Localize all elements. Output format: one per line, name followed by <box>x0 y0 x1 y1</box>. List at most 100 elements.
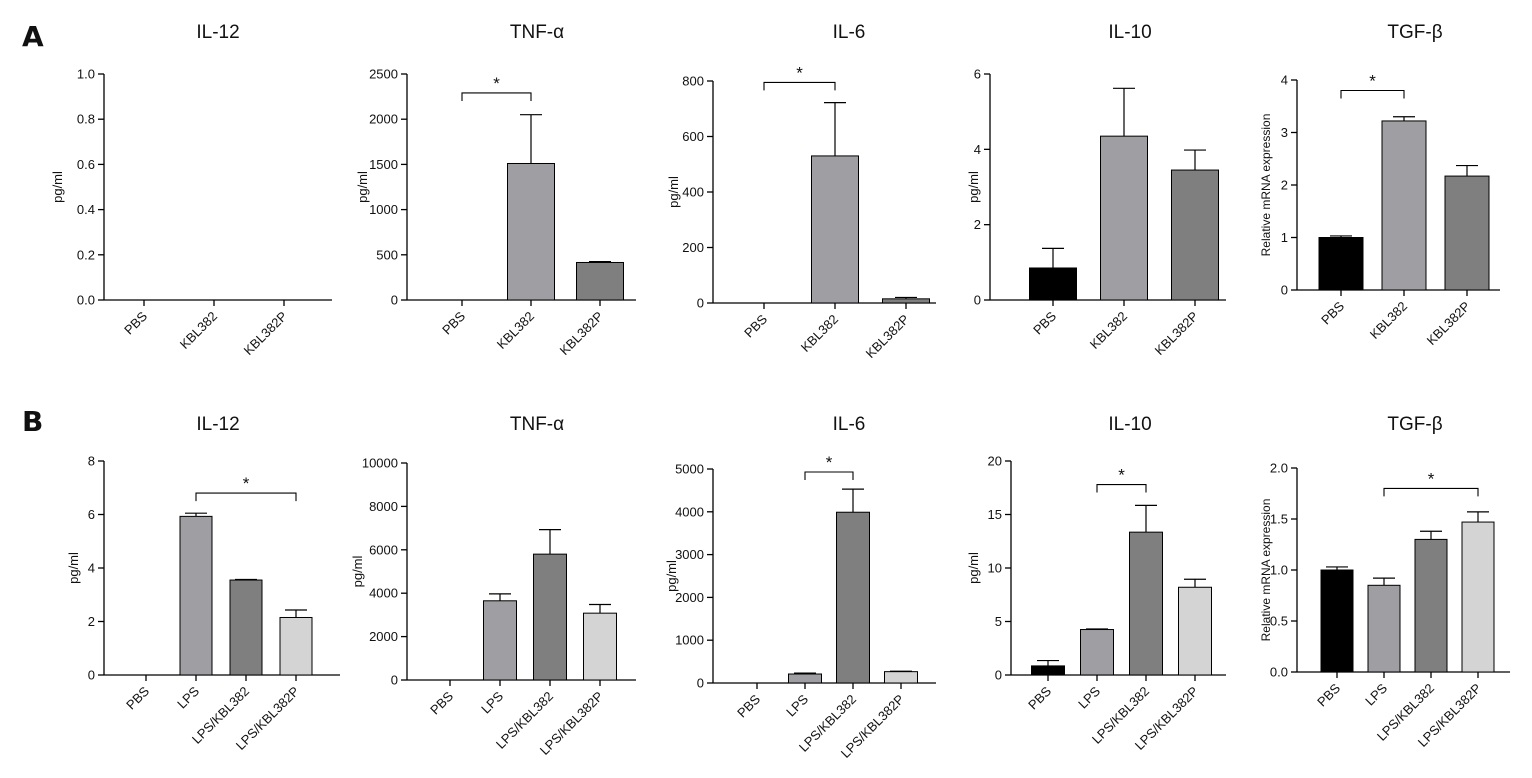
bar <box>1318 237 1364 291</box>
x-tick-label: KBL382P <box>557 309 606 358</box>
significance-star: * <box>796 63 803 82</box>
x-tick-label: KBL382P <box>241 309 290 358</box>
y-axis-label: Relative mRNA expression <box>1259 114 1273 257</box>
y-tick-label: 0.2 <box>77 247 95 262</box>
significance-bracket <box>763 81 836 91</box>
x-tick-label: PBS <box>439 308 468 337</box>
bar <box>1367 584 1401 673</box>
y-tick-label: 4 <box>974 142 981 157</box>
bar <box>882 298 930 304</box>
y-tick-label: 2 <box>974 217 981 232</box>
y-tick-label: 0 <box>974 293 981 308</box>
significance-bracket <box>804 471 854 480</box>
y-tick-label: 8000 <box>369 499 398 514</box>
significance-bracket <box>195 492 297 502</box>
significance-bracket <box>461 92 532 101</box>
bar <box>836 511 870 684</box>
y-tick-label: 6 <box>974 67 981 82</box>
bar <box>507 162 555 301</box>
bar <box>1414 538 1448 673</box>
bar <box>576 261 624 301</box>
x-tick-label: PBS <box>427 688 456 717</box>
y-tick-label: 4 <box>88 561 95 576</box>
y-tick-label: 4000 <box>369 586 398 601</box>
y-tick-label: 0 <box>995 668 1002 683</box>
bar <box>533 553 567 681</box>
y-tick-label: 20 <box>988 454 1002 469</box>
y-tick-label: 2000 <box>675 590 704 605</box>
bar <box>1178 586 1212 676</box>
y-tick-label: 6 <box>88 507 95 522</box>
chart-title: TNF-α <box>510 414 564 435</box>
y-tick-label: 2500 <box>369 67 398 82</box>
x-tick-label: PBS <box>741 311 770 340</box>
chart-title: IL-12 <box>196 22 239 43</box>
y-tick-label: 1.0 <box>77 67 95 82</box>
significance-star: * <box>1118 466 1125 485</box>
bar <box>1029 267 1077 301</box>
y-tick-label: 0.5 <box>1270 614 1288 629</box>
x-tick-label: LPS <box>783 691 811 719</box>
y-tick-label: 0 <box>391 673 398 688</box>
x-tick-label: KBL382 <box>1087 309 1130 352</box>
bar <box>1100 135 1148 301</box>
chart-title: IL-10 <box>1108 22 1151 43</box>
bar <box>279 616 313 676</box>
y-tick-label: 2 <box>88 614 95 629</box>
chart-b-9: TGF-β Relative mRNA expression 0.0 0.5 1.0 1.… <box>1259 414 1510 750</box>
chart-title: IL-12 <box>196 414 239 435</box>
x-tick-label: KBL382P <box>1152 309 1201 358</box>
x-tick-label: KBL382 <box>177 309 220 352</box>
y-tick-label: 5 <box>995 614 1002 629</box>
y-tick-label: 2 <box>1281 178 1288 193</box>
panel-letter-a: A <box>22 20 44 53</box>
x-tick-label: PBS <box>123 683 152 712</box>
x-tick-label: LPS <box>1075 683 1103 711</box>
chart-a-1: TNF-α pg/ml 0 500 1000 1500 2000 2500 PBS KBL382 K… <box>355 22 636 358</box>
x-tick-label: KBL382P <box>863 312 912 361</box>
y-axis-label: pg/ml <box>66 552 81 584</box>
y-tick-label: 15 <box>988 507 1002 522</box>
bar <box>179 515 213 676</box>
x-tick-label: PBS <box>1030 308 1059 337</box>
y-tick-label: 0 <box>697 296 704 311</box>
x-tick-label: PBS <box>121 308 150 337</box>
y-tick-label: 0.6 <box>77 157 95 172</box>
bar <box>1461 521 1495 673</box>
significance-bracket <box>1340 89 1405 99</box>
bar <box>229 579 263 676</box>
y-tick-label: 2000 <box>369 629 398 644</box>
y-tick-label: 1.5 <box>1270 512 1288 527</box>
y-tick-label: 2000 <box>369 112 398 127</box>
chart-title: IL-6 <box>833 414 866 435</box>
x-tick-label: PBS <box>1025 683 1054 712</box>
y-tick-label: 400 <box>682 185 704 200</box>
x-tick-label: LPS <box>478 688 506 716</box>
chart-a-3: IL-10 pg/ml 0 2 4 6 PBS KBL382 KBL382P <box>966 22 1226 358</box>
significance-star: * <box>493 74 500 93</box>
y-tick-label: 0.4 <box>77 202 95 217</box>
y-tick-label: 0 <box>391 293 398 308</box>
y-axis-label: pg/ml <box>350 555 365 587</box>
chart-title: TGF-β <box>1387 22 1442 43</box>
x-tick-label: KBL382P <box>1424 299 1473 348</box>
x-tick-label: PBS <box>734 691 763 720</box>
bar <box>1444 175 1490 291</box>
y-axis-label: pg/ml <box>664 560 679 592</box>
chart-a-0: IL-12 pg/ml 0.0 0.2 0.4 0.6 0.8 1.0 PBS KBL382 KBL… <box>50 22 332 358</box>
x-tick-label: PBS <box>1314 680 1343 709</box>
significance-star: * <box>826 453 833 472</box>
y-tick-label: 1 <box>1281 230 1288 245</box>
significance-star: * <box>1428 469 1435 488</box>
y-tick-label: 0.0 <box>77 293 95 308</box>
y-tick-label: 0 <box>697 676 704 691</box>
y-axis-label: Relative mRNA expression <box>1259 499 1273 642</box>
y-tick-label: 4000 <box>675 504 704 519</box>
y-tick-label: 200 <box>682 240 704 255</box>
bar <box>811 155 859 304</box>
y-tick-label: 3 <box>1281 125 1288 140</box>
